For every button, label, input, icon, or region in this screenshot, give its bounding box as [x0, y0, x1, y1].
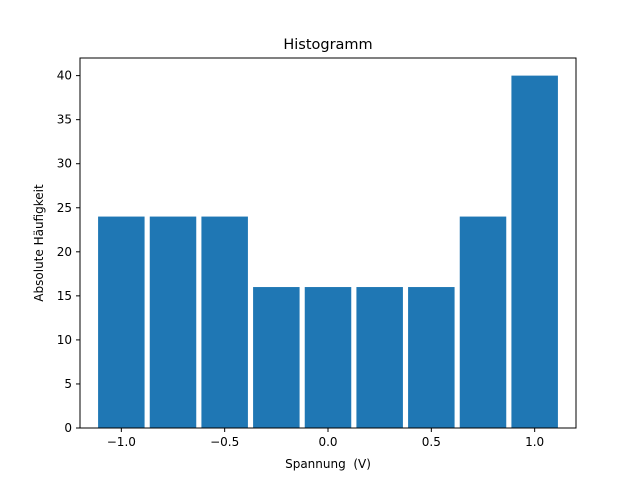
x-tick-label-2: −0.5 [210, 435, 239, 449]
histogram-bar-6 [356, 287, 403, 428]
x-axis-title: Spannung (V) [285, 457, 371, 471]
chart-title: Histogramm [283, 37, 372, 53]
y-tick-label-9: 40 [57, 69, 72, 83]
x-tick-label-1: −1.0 [107, 435, 136, 449]
y-tick-label-8: 35 [57, 113, 72, 127]
y-tick-label-6: 25 [57, 201, 72, 215]
y-axis-ticks: 0 5 10 15 20 25 30 35 40 [57, 69, 80, 435]
y-tick-label-3: 10 [57, 333, 72, 347]
x-tick-label-4: 0.5 [422, 435, 441, 449]
y-tick-label-4: 15 [57, 289, 72, 303]
histogram-bar-9 [511, 75, 558, 428]
x-axis-ticks: −1.0 −0.5 0.0 0.5 1.0 [107, 428, 544, 449]
histogram-bar-7 [408, 287, 455, 428]
y-tick-label-2: 5 [64, 377, 72, 391]
histogram-bar-3 [201, 216, 248, 428]
y-tick-label-1: 0 [64, 421, 72, 435]
y-tick-label-5: 20 [57, 245, 72, 259]
y-axis-title: Absolute Häufigkeit [32, 184, 46, 302]
histogram-bar-1 [98, 216, 145, 428]
bars-group [98, 75, 558, 428]
histogram-bar-2 [149, 216, 197, 428]
histogram-bar-8 [459, 216, 507, 428]
histogram-bar-4 [253, 287, 300, 428]
y-tick-label-7: 30 [57, 157, 72, 171]
histogram-bar-5 [304, 287, 352, 428]
x-tick-label-3: 0.0 [318, 435, 337, 449]
x-tick-label-5: 1.0 [525, 435, 544, 449]
